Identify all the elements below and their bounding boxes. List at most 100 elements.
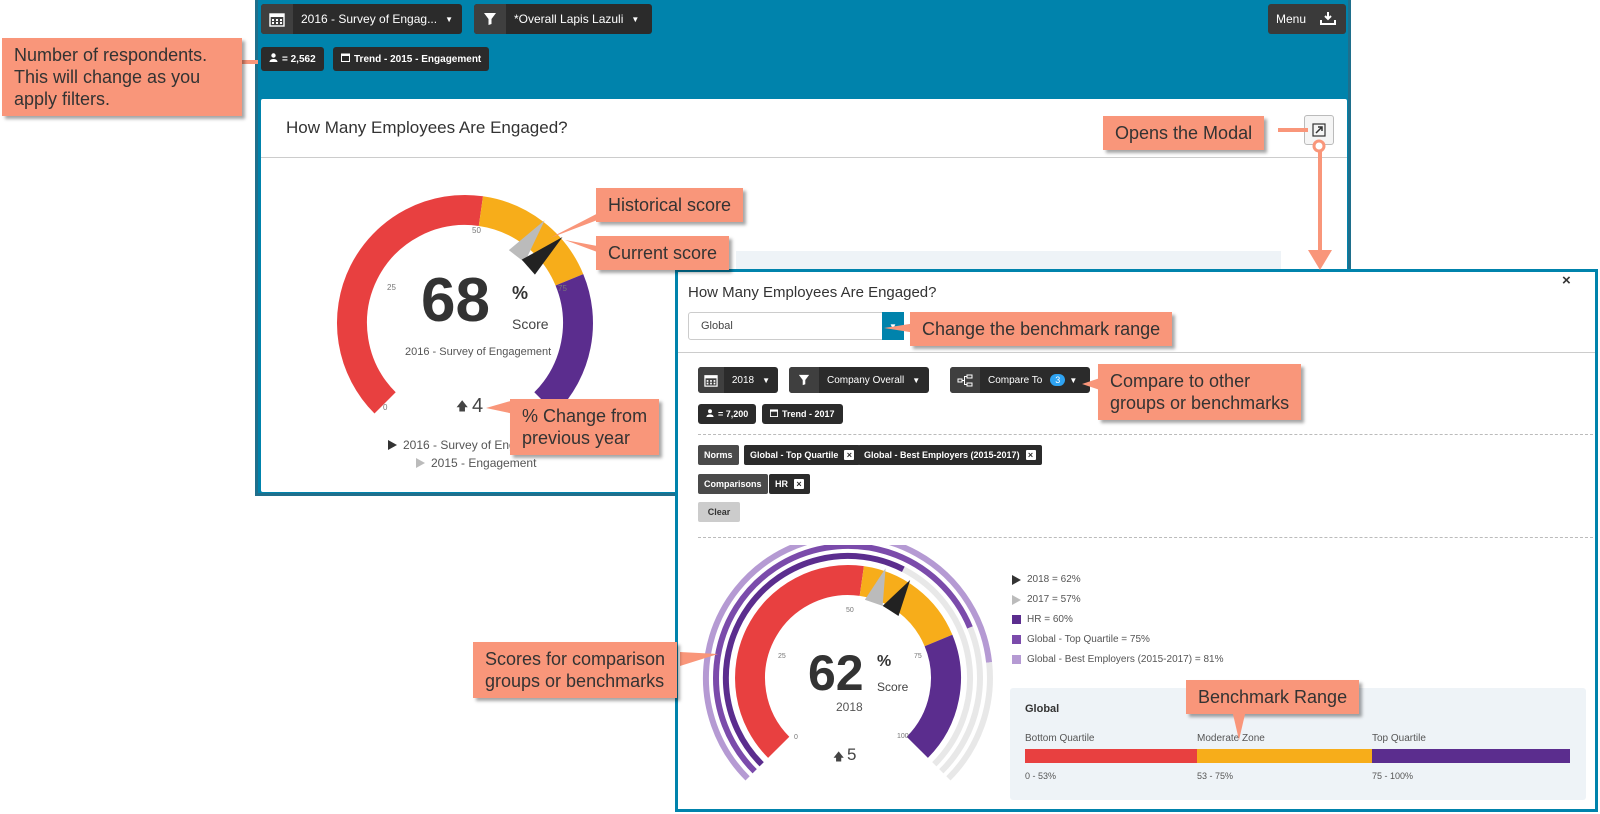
survey-select-button[interactable]: 2016 - Survey of Engag... ▼	[261, 4, 462, 34]
respondent-count: = 2,562	[282, 53, 316, 65]
tags-divider	[698, 537, 1593, 538]
triangle-marker-icon	[388, 440, 397, 450]
zone-label: Bottom Quartile	[1025, 733, 1095, 744]
score-word: Score	[512, 316, 549, 332]
year-select-button[interactable]: 2018 ▼	[698, 367, 778, 393]
callout-respondents: Number of respondents. This will change …	[2, 38, 242, 116]
legend-label: 2017 = 57%	[1027, 594, 1081, 605]
callout-comparison-scores: Scores for comparison groups or benchmar…	[473, 642, 678, 698]
respondent-count-chip: = 2,562	[261, 47, 324, 71]
hierarchy-icon	[950, 367, 980, 393]
modal-engagement-gauge	[702, 545, 993, 781]
legend-previous-label: 2015 - Engagement	[431, 456, 537, 470]
legend-swatch	[1012, 615, 1021, 624]
calendar-icon	[698, 367, 724, 393]
legend-previous: 2015 - Engagement	[416, 456, 536, 470]
score-value: 68	[421, 266, 490, 335]
legend-swatch	[1012, 635, 1021, 644]
modal-respondent-chip: = 7,200	[698, 404, 757, 424]
modal-title: How Many Employees Are Engaged?	[688, 284, 937, 301]
modal-score-value: 62	[808, 645, 864, 701]
year-label: 2018	[731, 374, 755, 386]
norm-tag-label: Global - Top Quartile	[750, 450, 839, 460]
chevron-down-icon: ▼	[1069, 375, 1078, 385]
callout-historical: Historical score	[596, 188, 744, 222]
tick-25: 25	[778, 653, 786, 660]
callout-benchmark-range: Change the benchmark range	[910, 312, 1173, 346]
zone-label: Top Quartile	[1372, 733, 1426, 744]
zone-range: 75 - 100%	[1372, 771, 1414, 781]
compare-to-label: Compare To	[988, 374, 1043, 386]
modal-score-word: Score	[877, 680, 909, 694]
comparison-tag-label: HR	[775, 479, 788, 489]
callout-compare: Compare to other groups or benchmarks	[1098, 364, 1302, 420]
compare-to-button[interactable]: Compare To 3 ▼	[950, 367, 1090, 393]
tick-75: 75	[558, 284, 567, 293]
arrow-up-icon: 🡅	[833, 751, 845, 763]
calendar-icon	[261, 4, 293, 34]
chevron-down-icon: ▼	[631, 14, 640, 24]
benchmark-select[interactable]: Global	[688, 312, 885, 340]
filter-select-button[interactable]: *Overall Lapis Lazuli ▼	[474, 4, 652, 34]
legend-item: 2018 = 62%	[1012, 574, 1081, 585]
tick-75: 75	[914, 653, 922, 660]
callout-pointer	[680, 652, 718, 666]
tick-0: 0	[794, 734, 798, 741]
menu-label: Menu	[1276, 12, 1307, 26]
modal-trend-label: Trend - 2017	[782, 409, 835, 419]
norms-label: Norms	[698, 445, 739, 465]
survey-select-label: 2016 - Survey of Engag...	[301, 12, 438, 26]
company-filter-button[interactable]: Company Overall ▼	[789, 367, 929, 393]
chevron-down-icon[interactable]: ▼	[882, 312, 904, 340]
zone-label: Moderate Zone	[1197, 733, 1265, 744]
connector-dot	[1312, 139, 1326, 153]
score-percent: %	[512, 283, 529, 303]
modal-trend-chip: Trend - 2017	[762, 404, 843, 424]
chevron-down-icon: ▼	[445, 14, 454, 24]
legend-label: HR = 60%	[1027, 614, 1073, 625]
engagement-gauge	[336, 194, 593, 414]
person-icon	[706, 409, 714, 419]
legend-item: HR = 60%	[1012, 614, 1073, 625]
remove-icon[interactable]: ×	[1025, 450, 1036, 460]
modal-connector-line	[1318, 145, 1322, 257]
modal-respondent-count: = 7,200	[718, 409, 749, 419]
filter-select-label: *Overall Lapis Lazuli	[514, 12, 624, 26]
callout-pointer	[236, 60, 258, 64]
zone-bar	[1025, 749, 1197, 763]
legend-swatch	[1012, 655, 1021, 664]
modal-score-change: 5	[847, 745, 857, 764]
legend-item: Global - Best Employers (2015-2017) = 81…	[1012, 654, 1224, 665]
legend-item: 2017 = 57%	[1012, 594, 1081, 605]
modal-score-year: 2018	[836, 700, 863, 714]
trend-label: Trend - 2015 - Engagement	[354, 53, 482, 65]
remove-icon[interactable]: ×	[844, 450, 855, 460]
card-divider	[261, 157, 1347, 158]
legend-current: 2016 - Survey of Eng	[388, 438, 516, 452]
modal-score-percent: %	[877, 653, 892, 670]
arrow-down-icon	[1308, 250, 1332, 270]
tick-50: 50	[846, 607, 854, 614]
callout-pointer	[1278, 128, 1308, 132]
expand-icon	[1312, 123, 1326, 137]
clear-button[interactable]: Clear	[698, 502, 740, 522]
norm-tag-label: Global - Best Employers (2015-2017)	[864, 450, 1020, 460]
modal-divider	[678, 352, 1595, 353]
remove-icon[interactable]: ×	[794, 479, 804, 489]
legend-item: Global - Top Quartile = 75%	[1012, 634, 1150, 645]
legend-label: Global - Best Employers (2015-2017) = 81…	[1027, 654, 1224, 665]
callout-change: % Change from previous year	[510, 399, 660, 455]
arrow-up-icon: 🡅	[456, 399, 469, 413]
legend-label: 2018 = 62%	[1027, 574, 1081, 585]
norm-tag-top-quartile: Global - Top Quartile ×	[744, 445, 861, 465]
funnel-icon	[789, 367, 819, 393]
funnel-icon	[474, 4, 506, 34]
download-icon	[1314, 11, 1342, 28]
legend-current-label: 2016 - Survey of Eng	[403, 438, 516, 452]
menu-button[interactable]: Menu	[1268, 4, 1346, 34]
callout-current: Current score	[596, 236, 730, 270]
chevron-down-icon: ▼	[762, 375, 770, 385]
zone-range: 0 - 53%	[1025, 771, 1057, 781]
close-icon[interactable]: ×	[1562, 272, 1571, 289]
card-title: How Many Employees Are Engaged?	[286, 118, 568, 137]
